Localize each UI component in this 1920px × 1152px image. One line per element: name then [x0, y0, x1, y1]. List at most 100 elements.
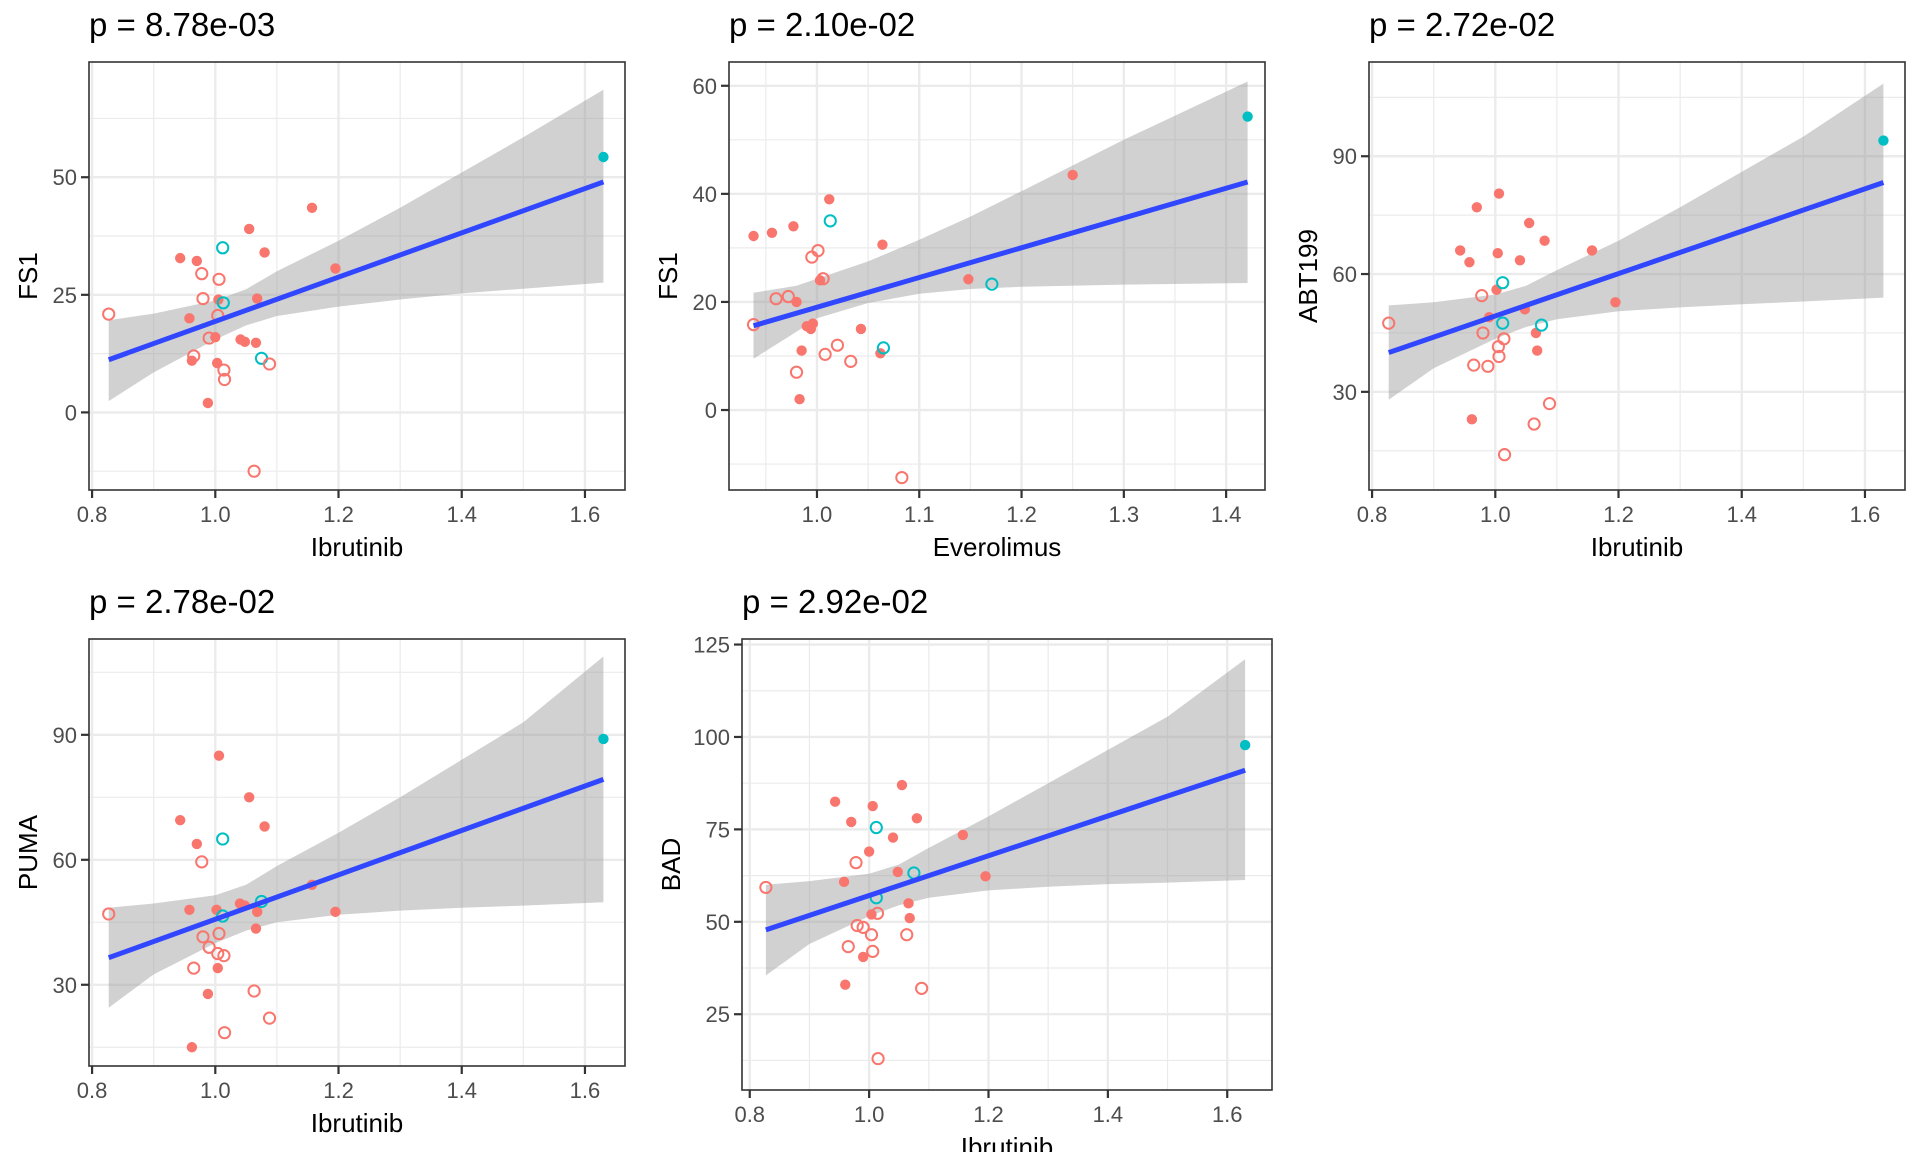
y-axis-title: PUMA: [13, 814, 43, 890]
data-point-open: [196, 930, 210, 944]
data-point-filled: [250, 337, 262, 348]
data-point-open: [850, 918, 864, 933]
panel-3: p = 2.72e-02 0.8 1.0 1.2 1.4 1.6 30 60 90 Ibrutin…: [1293, 6, 1906, 562]
data-point-open: [1467, 358, 1481, 372]
points: [102, 733, 609, 1053]
regression-line: [107, 777, 605, 961]
data-point-filled: [243, 223, 255, 235]
x-axis-title: Ibrutinib: [311, 1108, 404, 1138]
regression-line: [765, 767, 1246, 933]
data-point-filled: [766, 227, 778, 238]
panel-4: p = 2.78e-02 0.8 1.0 1.2 1.4 1.6 30 60 90 Ibrutin…: [13, 583, 626, 1138]
data-point-filled: [791, 296, 802, 308]
data-point-filled: [824, 194, 835, 205]
confidence-band: [765, 659, 1246, 976]
y-tick-label: 25: [706, 1002, 730, 1027]
data-point-open: [866, 944, 880, 958]
data-point-open: [1476, 326, 1490, 340]
data-point-filled: [259, 247, 270, 258]
data-point-open: [856, 920, 870, 934]
x-tick-label: 1.4: [1211, 502, 1242, 527]
data-point-filled: [857, 951, 869, 963]
data-point-open: [869, 820, 883, 835]
x-tick-label: 1.2: [323, 502, 354, 527]
data-point-open: [247, 464, 261, 478]
data-point-open: [816, 272, 830, 286]
panel-border: [728, 61, 1266, 491]
data-point-open: [789, 365, 804, 379]
confidence-band: [753, 81, 1248, 359]
panel-5: p = 2.92e-02 0.8 1.0 1.2 1.4 1.6 25 50 75 100 125 I…: [656, 583, 1273, 1152]
data-point-open: [1382, 316, 1396, 330]
x-tick-label: 1.6: [1212, 1102, 1243, 1127]
data-point-filled: [1239, 739, 1251, 751]
data-point-open: [1496, 316, 1510, 330]
data-point-open: [212, 272, 226, 286]
regression-line: [752, 179, 1249, 329]
x-tick-label: 0.8: [734, 1102, 765, 1127]
data-point-open: [823, 214, 837, 228]
panel-border: [1368, 61, 1906, 491]
data-point-filled: [1454, 245, 1466, 256]
data-point-filled: [980, 871, 991, 882]
x-axis-title: Ibrutinib: [961, 1132, 1054, 1152]
y-tick-label: 20: [693, 290, 717, 315]
x-tick-label: 0.8: [77, 502, 108, 527]
data-point-filled: [829, 796, 841, 807]
x-tick-label: 1.4: [446, 502, 477, 527]
data-point-filled: [1586, 245, 1598, 256]
panel-border: [88, 61, 626, 491]
data-point-open: [211, 946, 225, 961]
x-tick-label: 1.0: [200, 502, 231, 527]
data-point-filled: [259, 821, 270, 832]
x-tick-label: 1.6: [570, 1078, 601, 1103]
data-point-filled: [251, 293, 263, 304]
data-point-filled: [184, 313, 195, 324]
data-point-filled: [243, 792, 255, 803]
x-axis-title: Ibrutinib: [1591, 532, 1684, 562]
data-point-filled: [202, 397, 214, 409]
data-point-filled: [210, 331, 221, 343]
points: [759, 739, 1251, 1066]
data-point-open: [1475, 289, 1489, 303]
x-tick-label: 1.0: [200, 1078, 231, 1103]
panel-2: p = 2.10e-02 1.0 1.1 1.2 1.3 1.4 0 20 40 60 Everol…: [653, 6, 1266, 562]
data-point-filled: [863, 846, 875, 857]
data-point-open: [849, 856, 863, 870]
data-point-open: [769, 292, 783, 306]
x-tick-label: 1.4: [1726, 502, 1757, 527]
data-point-filled: [1067, 169, 1078, 181]
data-point-open: [1497, 448, 1512, 462]
data-point-filled: [855, 323, 867, 335]
data-point-filled: [796, 345, 807, 356]
x-tick-label: 1.4: [1093, 1102, 1124, 1127]
data-point-open: [870, 906, 885, 920]
data-point-open: [216, 832, 230, 846]
data-point-open: [212, 926, 226, 941]
data-point-filled: [748, 230, 759, 242]
x-tick-label: 1.2: [973, 1102, 1004, 1127]
data-point-filled: [1466, 414, 1478, 425]
data-point-filled: [794, 394, 805, 405]
panel-border: [741, 638, 1273, 1091]
data-point-filled: [191, 838, 203, 850]
data-point-filled: [174, 815, 186, 826]
data-point-filled: [957, 829, 969, 841]
data-point-filled: [598, 151, 609, 163]
grid: [742, 639, 1272, 1090]
data-point-filled: [807, 318, 819, 329]
data-point-filled: [202, 988, 214, 1000]
data-point-open: [915, 981, 929, 995]
data-point-filled: [846, 816, 857, 828]
data-point-open: [985, 277, 999, 291]
data-point-filled: [186, 1042, 198, 1053]
data-point-open: [217, 1026, 232, 1040]
data-point-filled: [1493, 188, 1505, 199]
data-point-filled: [838, 876, 850, 888]
data-point-filled: [598, 733, 609, 745]
data-point-filled: [1464, 257, 1475, 268]
data-point-filled: [1491, 284, 1502, 295]
x-tick-label: 1.0: [1480, 502, 1511, 527]
y-tick-label: 0: [65, 400, 77, 425]
data-point-filled: [1610, 297, 1621, 308]
